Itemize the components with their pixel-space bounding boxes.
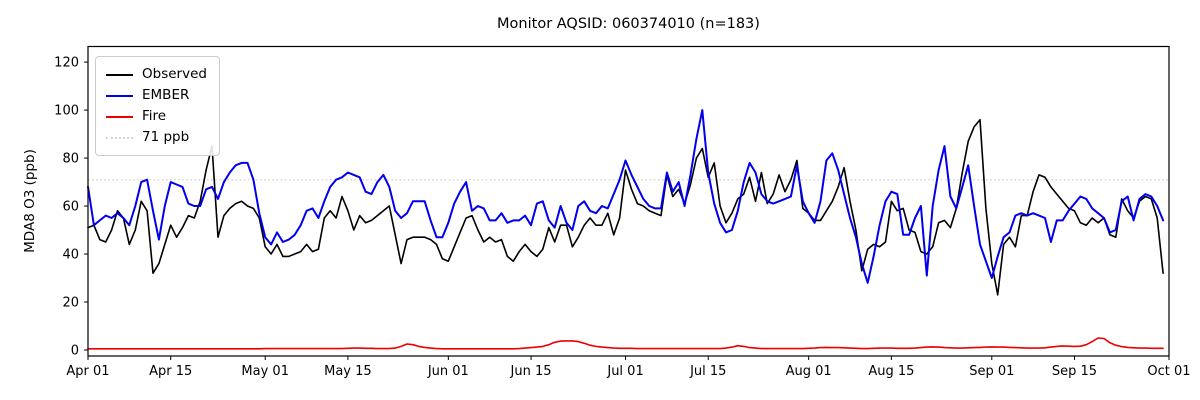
x-tick-label: Jul 15: [689, 364, 726, 379]
x-tick-label: Jul 01: [606, 364, 643, 379]
legend-line-swatch: [106, 73, 133, 76]
x-tick-label: Apr 01: [66, 364, 109, 379]
y-tick-label: 120: [54, 56, 79, 71]
x-tick-label: Aug 01: [786, 364, 832, 379]
ember-line: [87, 109, 1165, 284]
y-tick-label: 60: [62, 200, 79, 215]
legend-item-71-ppb: 71 ppb: [106, 127, 207, 148]
legend-item-ember: EMBER: [106, 85, 207, 106]
axes-spines: [87, 45, 1170, 357]
x-tick-label: Sep 15: [1052, 364, 1097, 379]
x-tick-label: May 15: [324, 364, 372, 379]
y-tick-label: 80: [62, 152, 79, 167]
legend-line-swatch: [106, 115, 133, 118]
chart-title: Monitor AQSID: 060374010 (n=183): [497, 16, 760, 32]
x-tick-label: Oct 01: [1147, 364, 1190, 379]
y-tick-label: 0: [71, 344, 79, 359]
observed-line: [87, 118, 1164, 296]
y-tick-label: 100: [54, 104, 79, 119]
legend-label: 71 ppb: [142, 129, 190, 145]
legend-item-observed: Observed: [106, 64, 207, 85]
y-tick-label: 20: [62, 296, 79, 311]
legend: Observed EMBER Fire 71 ppb: [95, 56, 220, 156]
fire-line: [87, 337, 1164, 350]
legend-item-fire: Fire: [106, 106, 207, 127]
x-tick-label: May 01: [241, 364, 289, 379]
x-tick-label: Jun 01: [427, 364, 469, 379]
legend-label: Fire: [142, 108, 167, 124]
x-tick-label: Apr 15: [149, 364, 192, 379]
legend-line-swatch: [106, 94, 133, 97]
x-tick-label: Jun 15: [510, 364, 552, 379]
legend-line-swatch: [106, 136, 133, 139]
x-tick-label: Sep 01: [969, 364, 1014, 379]
x-tick-label: Aug 15: [868, 364, 914, 379]
legend-label: EMBER: [142, 87, 190, 103]
y-tick-label: 40: [62, 248, 79, 263]
legend-label: Observed: [142, 66, 207, 82]
